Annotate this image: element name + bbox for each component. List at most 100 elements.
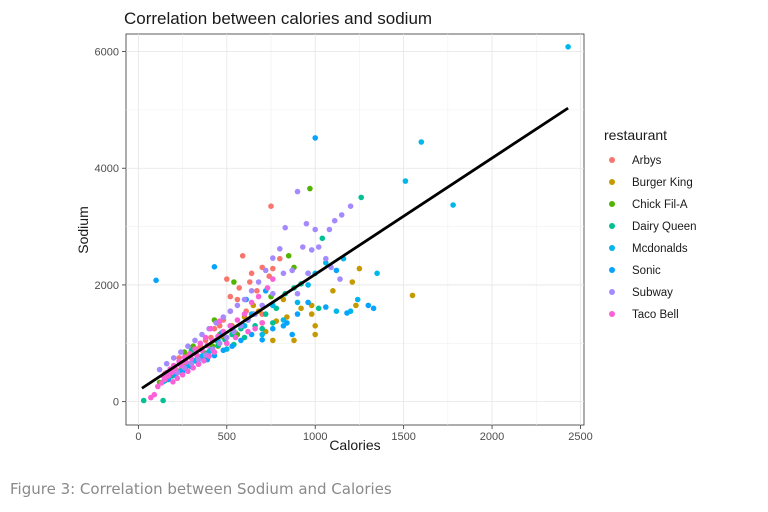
x-tick-label: 2500 xyxy=(568,431,592,443)
point-subway xyxy=(312,226,319,233)
chart-title: Correlation between calories and sodium xyxy=(124,9,432,28)
point-arbys xyxy=(234,296,241,303)
point-burger-king xyxy=(308,311,315,317)
point-dairy-queen xyxy=(160,397,166,404)
point-sonic xyxy=(294,311,301,317)
x-tick-label: 1500 xyxy=(391,431,415,443)
point-dairy-queen xyxy=(140,397,147,404)
point-sonic xyxy=(238,337,244,344)
point-chick-fil-a xyxy=(231,279,237,285)
point-burger-king xyxy=(409,292,416,299)
point-arbys xyxy=(268,203,274,209)
x-tick-label: 0 xyxy=(135,431,141,443)
point-subway xyxy=(192,337,198,344)
point-dairy-queen xyxy=(315,305,322,312)
point-taco-bell xyxy=(264,285,271,291)
point-mcdonalds xyxy=(402,178,409,184)
legend-title: restaurant xyxy=(604,127,667,143)
legend-key-chick-fil-a xyxy=(609,201,615,207)
point-mcdonalds xyxy=(305,282,311,288)
point-taco-bell xyxy=(234,317,241,323)
point-subway xyxy=(315,244,322,250)
point-subway xyxy=(216,340,223,347)
point-sonic xyxy=(280,323,287,329)
legend-key-arbys xyxy=(609,157,615,163)
data-points xyxy=(140,44,571,404)
point-sonic xyxy=(220,347,227,354)
legend-label-sonic: Sonic xyxy=(632,265,661,277)
point-sonic xyxy=(305,299,311,306)
point-burger-king xyxy=(356,265,363,272)
point-subway xyxy=(289,267,296,274)
point-arbys xyxy=(227,293,234,300)
legend-label-taco-bell: Taco Bell xyxy=(632,309,679,321)
point-subway xyxy=(323,255,329,262)
y-tick-label: 0 xyxy=(113,397,119,409)
legend-key-sonic xyxy=(609,267,615,273)
point-chick-fil-a xyxy=(307,185,313,192)
point-burger-king xyxy=(349,279,356,285)
point-subway xyxy=(277,246,283,252)
point-mcdonalds xyxy=(374,270,380,277)
point-taco-bell xyxy=(201,358,207,364)
point-subway xyxy=(282,224,289,231)
point-arbys xyxy=(239,253,246,259)
legend-label-arbys: Arbys xyxy=(632,155,662,167)
point-sonic xyxy=(259,337,266,343)
point-burger-king xyxy=(280,296,287,303)
point-subway xyxy=(156,366,163,373)
point-taco-bell xyxy=(259,320,266,326)
point-arbys xyxy=(236,285,242,291)
legend-key-taco-bell xyxy=(609,311,615,317)
point-subway xyxy=(262,267,269,274)
point-taco-bell xyxy=(185,368,191,375)
point-arbys xyxy=(248,270,255,277)
point-subway xyxy=(170,355,177,361)
point-arbys xyxy=(224,276,230,282)
x-axis-ticks: 0 500 1000 1500 2000 2500 xyxy=(135,425,593,443)
point-subway xyxy=(163,360,170,367)
point-subway xyxy=(326,226,333,233)
point-taco-bell xyxy=(211,349,218,355)
point-burger-king xyxy=(291,337,297,344)
point-subway xyxy=(220,314,227,320)
point-subway xyxy=(234,302,241,309)
legend-key-dairy-queen xyxy=(609,223,615,229)
point-taco-bell xyxy=(179,372,186,378)
point-mcdonalds xyxy=(294,299,301,306)
point-taco-bell xyxy=(158,380,165,386)
legend-label-subway: Subway xyxy=(632,287,673,299)
point-mcdonalds xyxy=(450,202,456,208)
point-subway xyxy=(255,279,262,285)
point-subway xyxy=(308,247,315,253)
point-subway xyxy=(241,296,248,303)
point-sonic xyxy=(365,302,372,309)
point-taco-bell xyxy=(216,318,223,324)
point-dairy-queen xyxy=(319,235,326,242)
trend-line xyxy=(141,106,569,390)
point-subway xyxy=(338,212,345,218)
y-axis-ticks: 0 2000 4000 6000 xyxy=(95,47,126,409)
legend-label-chick-fil-a: Chick Fil-A xyxy=(632,199,688,211)
point-taco-bell xyxy=(202,334,209,341)
point-burger-king xyxy=(298,305,304,312)
point-sonic xyxy=(344,310,350,316)
x-tick-label: 500 xyxy=(218,431,236,443)
y-tick-label: 2000 xyxy=(95,280,119,292)
x-axis-label: Calories xyxy=(329,437,380,453)
point-subway xyxy=(305,270,311,277)
point-subway xyxy=(331,217,338,224)
grid-major xyxy=(126,34,584,425)
point-taco-bell xyxy=(252,325,258,332)
point-subway xyxy=(227,308,234,315)
point-sonic xyxy=(270,325,276,332)
point-sonic xyxy=(312,135,319,141)
point-subway xyxy=(185,343,191,350)
point-subway xyxy=(303,220,310,227)
point-subway xyxy=(337,276,343,282)
point-mcdonalds xyxy=(354,296,361,303)
point-subway xyxy=(270,255,276,261)
figure-caption: Figure 3: Correlation between Sodium and… xyxy=(10,480,392,498)
point-taco-bell xyxy=(174,375,181,382)
point-chick-fil-a xyxy=(285,253,292,259)
